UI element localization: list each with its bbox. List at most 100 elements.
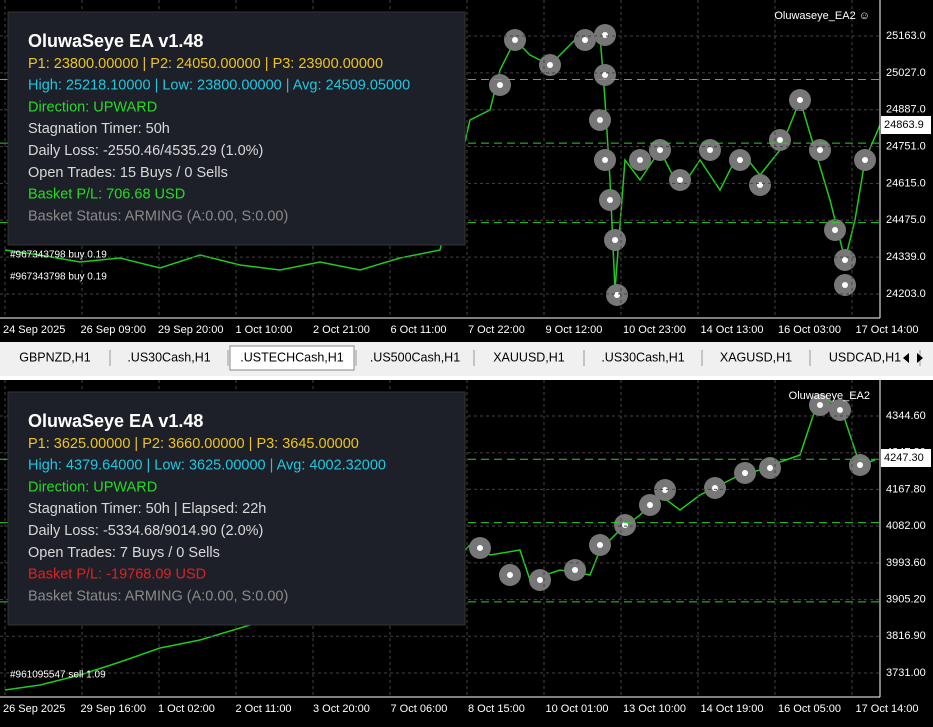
price-label: 3816.90: [886, 630, 926, 642]
panel-line: Stagnation Timer: 50h: [28, 121, 170, 137]
price-label: 25163.0: [886, 30, 926, 42]
trade-marker-dot: [662, 487, 668, 493]
tab-label[interactable]: .USTECHCash,H1: [240, 350, 344, 364]
tab[interactable]: [358, 348, 472, 368]
time-label: 7 Oct 06:00: [391, 703, 448, 715]
time-label: 13 Oct 10:00: [623, 703, 686, 715]
tab-label[interactable]: .US30Cash,H1: [127, 350, 210, 364]
trade-marker-dot: [572, 567, 578, 573]
panel-line: Open Trades: 7 Buys / 0 Sells: [28, 545, 220, 561]
time-label: 17 Oct 14:00: [856, 324, 919, 336]
tab[interactable]: [229, 345, 355, 371]
trade-marker-dot: [497, 82, 503, 88]
panel-line: High: 4379.64000 | Low: 3625.00000 | Avg…: [28, 458, 386, 474]
price-label: 3731.00: [886, 667, 926, 679]
tab[interactable]: [586, 348, 700, 368]
trade-marker-dot: [832, 227, 838, 233]
panel-line: Direction: UPWARD: [28, 99, 157, 115]
trade-marker-dot: [842, 282, 848, 288]
trade-marker-dot: [797, 97, 803, 103]
time-label: 2 Oct 11:00: [236, 703, 292, 715]
price-label: 4082.00: [886, 520, 926, 532]
trade-marker-dot: [614, 292, 620, 298]
time-label: 26 Sep 09:00: [81, 324, 146, 336]
tab-scroll[interactable]: [903, 353, 923, 363]
time-label: 6 Oct 11:00: [391, 324, 447, 336]
tab-label[interactable]: XAGUSD,H1: [720, 350, 792, 364]
time-label: 14 Oct 13:00: [701, 324, 764, 336]
price-label: 24339.0: [886, 251, 926, 263]
tab[interactable]: [2, 348, 108, 368]
time-label: 10 Oct 23:00: [623, 324, 686, 336]
trade-marker-dot: [612, 237, 618, 243]
panel-line: Daily Loss: -2550.46/4535.29 (1.0%): [28, 143, 263, 159]
trade-marker-dot: [477, 545, 483, 551]
tab-label[interactable]: XAUUSD,H1: [493, 350, 565, 364]
trade-markers: [469, 24, 876, 591]
trade-marker-dot: [607, 197, 613, 203]
price-label: 3905.20: [886, 593, 926, 605]
trade-marker-dot: [512, 37, 518, 43]
trade-marker-dot: [547, 62, 553, 68]
trade-marker-dot: [737, 157, 743, 163]
trade-marker-dot: [767, 465, 773, 471]
trade-marker-dot: [757, 182, 763, 188]
tab[interactable]: [812, 348, 918, 368]
time-label: 1 Oct 10:00: [236, 324, 293, 336]
current-price: 4247.30: [884, 452, 924, 464]
panel-line: Basket Status: ARMING (A:0.00, S:0.00): [28, 588, 288, 604]
panel-line: Basket Status: ARMING (A:0.00, S:0.00): [28, 208, 288, 224]
ea-label: Oluwaseye_EA2: [789, 390, 870, 402]
price-label: 3993.60: [886, 557, 926, 569]
price-label: 4344.60: [886, 410, 926, 422]
time-label: 2 Oct 21:00: [313, 324, 370, 336]
tab-label[interactable]: .US500Cash,H1: [370, 350, 460, 364]
time-label: 26 Sep 2025: [3, 703, 65, 715]
tab[interactable]: [704, 348, 808, 368]
tab[interactable]: [112, 348, 226, 368]
trade-marker-dot: [602, 72, 608, 78]
trade-marker-dot: [837, 407, 843, 413]
order-label: #961095547 sell 1.09: [10, 670, 106, 681]
time-label: 1 Oct 02:00: [158, 703, 215, 715]
tab-label[interactable]: GBPNZD,H1: [19, 350, 91, 364]
trade-marker-dot: [582, 37, 588, 43]
panel-line: Basket P/L: 706.68 USD: [28, 187, 185, 203]
price-label: 24203.0: [886, 288, 926, 300]
tab[interactable]: [476, 348, 582, 368]
trade-marker-dot: [507, 572, 513, 578]
price-label: 24751.0: [886, 140, 926, 152]
trade-marker-dot: [637, 157, 643, 163]
trade-marker-dot: [777, 137, 783, 143]
trade-marker-dot: [862, 157, 868, 163]
tab-label[interactable]: .US30Cash,H1: [601, 350, 684, 364]
panel-line: High: 25218.10000 | Low: 23800.00000 | A…: [28, 78, 410, 94]
trade-marker-dot: [842, 257, 848, 263]
trade-marker-dot: [657, 147, 663, 153]
info-panel: [7, 11, 466, 246]
time-label: 16 Oct 03:00: [778, 324, 841, 336]
trade-marker-dot: [602, 157, 608, 163]
ea-label: Oluwaseye_EA2 ☺: [774, 10, 870, 22]
price-label: 24615.0: [886, 177, 926, 189]
trade-marker-dot: [597, 542, 603, 548]
current-price-box: [881, 116, 931, 134]
panel-line: Open Trades: 15 Buys / 0 Sells: [28, 165, 228, 181]
trade-marker-dot: [857, 462, 863, 468]
price-label: 25027.0: [886, 67, 926, 79]
trade-marker-dot: [537, 577, 543, 583]
tab-label[interactable]: USDCAD,H1: [829, 350, 901, 364]
trade-marker-dot: [742, 470, 748, 476]
panel-line: Stagnation Timer: 50h | Elapsed: 22h: [28, 501, 266, 517]
price-label: 24475.0: [886, 214, 926, 226]
panel-title: OluwaSeye EA v1.48: [28, 31, 203, 51]
trade-marker-dot: [677, 177, 683, 183]
panel-line: P1: 3625.00000 | P2: 3660.00000 | P3: 36…: [28, 436, 359, 452]
trade-marker-dot: [817, 402, 823, 408]
current-price-box: [881, 449, 931, 467]
trade-marker-dot: [602, 32, 608, 38]
trade-marker-dot: [597, 117, 603, 123]
time-label: 17 Oct 14:00: [856, 703, 919, 715]
